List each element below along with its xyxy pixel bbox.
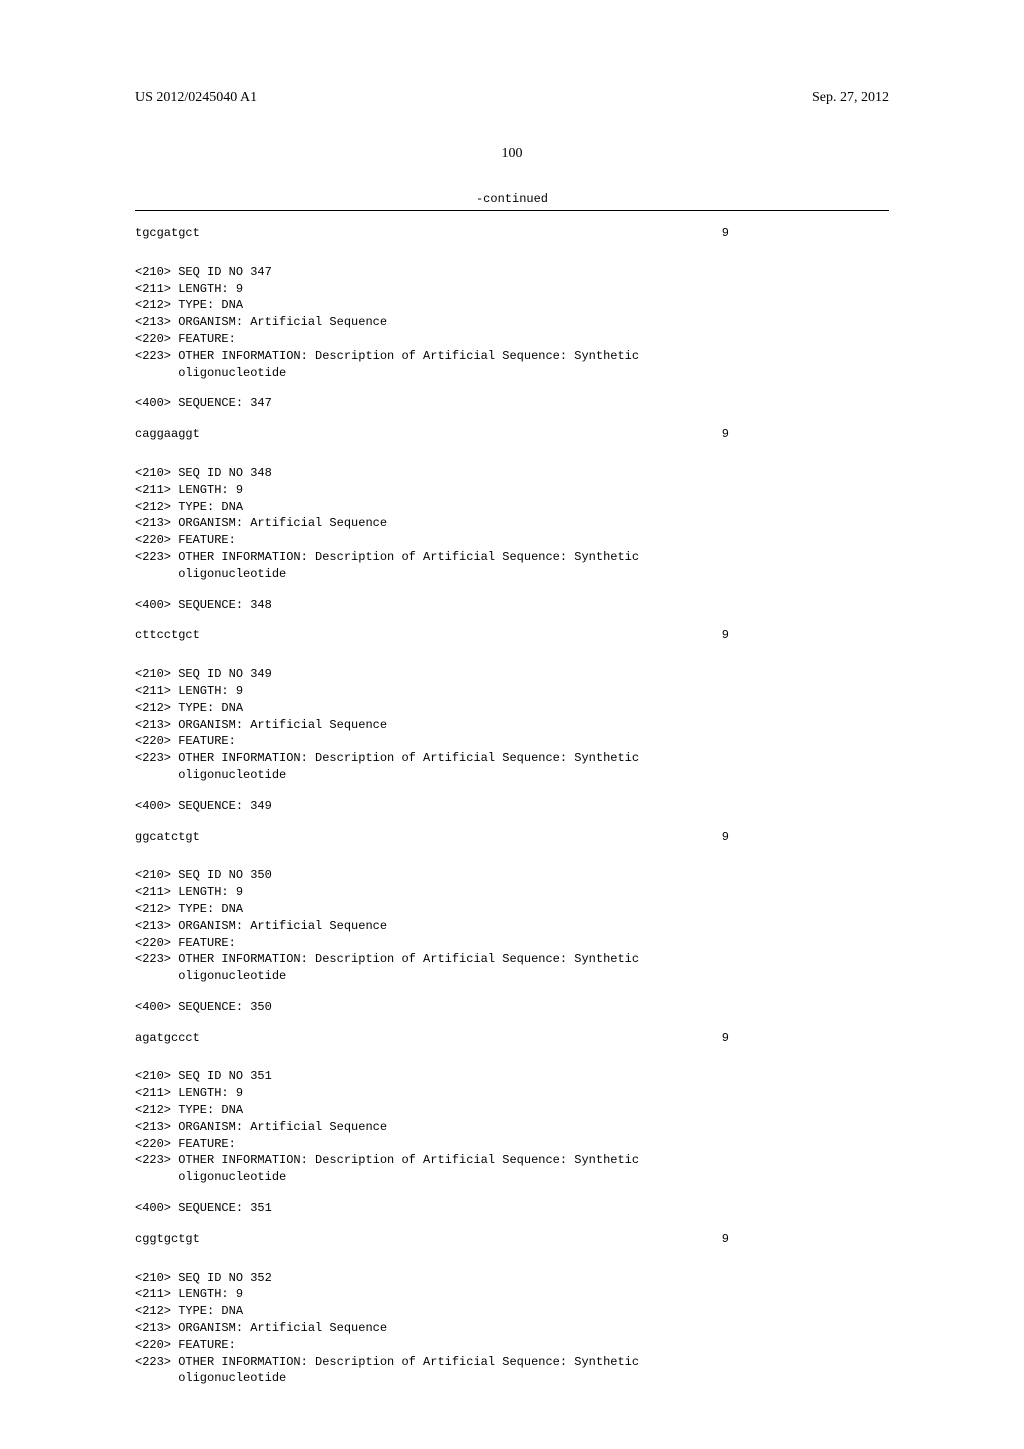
sequence-entry-348: <210> SEQ ID NO 348 <211> LENGTH: 9 <212… [135, 465, 889, 644]
seq-feature-line: <220> FEATURE: [135, 331, 889, 348]
blank-line [135, 815, 889, 829]
seq-type-line: <212> TYPE: DNA [135, 700, 889, 717]
seq-organism-line: <213> ORGANISM: Artificial Sequence [135, 717, 889, 734]
seq-other1-line: <223> OTHER INFORMATION: Description of … [135, 750, 889, 767]
blank-line [135, 583, 889, 597]
seq-length-line: <211> LENGTH: 9 [135, 281, 889, 298]
blank-line [135, 1186, 889, 1200]
seq-length-line: <211> LENGTH: 9 [135, 1286, 889, 1303]
seq-type-line: <212> TYPE: DNA [135, 499, 889, 516]
sequence-text: ggcatctgt [135, 829, 200, 846]
sequence-entry-349: <210> SEQ ID NO 349 <211> LENGTH: 9 <212… [135, 666, 889, 845]
seq-id-line: <210> SEQ ID NO 350 [135, 867, 889, 884]
seq-feature-line: <220> FEATURE: [135, 532, 889, 549]
seq-feature-line: <220> FEATURE: [135, 733, 889, 750]
sequence-length: 9 [722, 426, 729, 443]
page-container: US 2012/0245040 A1 Sep. 27, 2012 100 -co… [0, 0, 1024, 1449]
seq-length-line: <211> LENGTH: 9 [135, 482, 889, 499]
seq-other2-line: oligonucleotide [135, 566, 889, 583]
seq-organism-line: <213> ORGANISM: Artificial Sequence [135, 918, 889, 935]
seq-organism-line: <213> ORGANISM: Artificial Sequence [135, 515, 889, 532]
page-number: 100 [135, 146, 889, 162]
sequence-entry-347: <210> SEQ ID NO 347 <211> LENGTH: 9 <212… [135, 264, 889, 443]
seq-type-line: <212> TYPE: DNA [135, 297, 889, 314]
blank-line [135, 985, 889, 999]
sequence-length: 9 [722, 225, 729, 242]
seq-other1-line: <223> OTHER INFORMATION: Description of … [135, 549, 889, 566]
seq-id-line: <210> SEQ ID NO 352 [135, 1270, 889, 1287]
sequence-text: cttcctgct [135, 627, 200, 644]
blank-line [135, 381, 889, 395]
seq-organism-line: <213> ORGANISM: Artificial Sequence [135, 1320, 889, 1337]
seq-id-line: <210> SEQ ID NO 349 [135, 666, 889, 683]
sequence-entry-350: <210> SEQ ID NO 350 <211> LENGTH: 9 <212… [135, 867, 889, 1046]
sequence-entry-352: <210> SEQ ID NO 352 <211> LENGTH: 9 <212… [135, 1270, 889, 1388]
sequence-entry-351: <210> SEQ ID NO 351 <211> LENGTH: 9 <212… [135, 1068, 889, 1247]
blank-line [135, 613, 889, 627]
sequence-length: 9 [722, 1231, 729, 1248]
divider-line [135, 210, 889, 211]
seq-feature-line: <220> FEATURE: [135, 935, 889, 952]
blank-line [135, 784, 889, 798]
seq-type-line: <212> TYPE: DNA [135, 1303, 889, 1320]
blank-line [135, 1016, 889, 1030]
seq-other1-line: <223> OTHER INFORMATION: Description of … [135, 1152, 889, 1169]
sequence-length: 9 [722, 1030, 729, 1047]
blank-line [135, 1217, 889, 1231]
seq-other2-line: oligonucleotide [135, 1370, 889, 1387]
page-header: US 2012/0245040 A1 Sep. 27, 2012 [135, 90, 889, 106]
sequence-text: cggtgctgt [135, 1231, 200, 1248]
seq-type-line: <212> TYPE: DNA [135, 1102, 889, 1119]
seq-label-line: <400> SEQUENCE: 351 [135, 1200, 889, 1217]
seq-id-line: <210> SEQ ID NO 348 [135, 465, 889, 482]
publication-number: US 2012/0245040 A1 [135, 90, 257, 106]
seq-other2-line: oligonucleotide [135, 365, 889, 382]
seq-other1-line: <223> OTHER INFORMATION: Description of … [135, 348, 889, 365]
blank-line [135, 412, 889, 426]
seq-label-line: <400> SEQUENCE: 349 [135, 798, 889, 815]
seq-feature-line: <220> FEATURE: [135, 1136, 889, 1153]
sequence-text: tgcgatgct [135, 225, 200, 242]
publication-date: Sep. 27, 2012 [812, 90, 889, 106]
sequence-text: agatgccct [135, 1030, 200, 1047]
seq-length-line: <211> LENGTH: 9 [135, 683, 889, 700]
seq-length-line: <211> LENGTH: 9 [135, 1085, 889, 1102]
seq-length-line: <211> LENGTH: 9 [135, 884, 889, 901]
sequence-text: caggaaggt [135, 426, 200, 443]
seq-label-line: <400> SEQUENCE: 348 [135, 597, 889, 614]
seq-organism-line: <213> ORGANISM: Artificial Sequence [135, 314, 889, 331]
sequence-length: 9 [722, 829, 729, 846]
continued-label: -continued [135, 192, 889, 206]
seq-id-line: <210> SEQ ID NO 351 [135, 1068, 889, 1085]
seq-other2-line: oligonucleotide [135, 767, 889, 784]
seq-other1-line: <223> OTHER INFORMATION: Description of … [135, 1354, 889, 1371]
seq-other2-line: oligonucleotide [135, 1169, 889, 1186]
seq-type-line: <212> TYPE: DNA [135, 901, 889, 918]
seq-feature-line: <220> FEATURE: [135, 1337, 889, 1354]
sequence-carryover: tgcgatgct 9 [135, 225, 889, 242]
seq-other1-line: <223> OTHER INFORMATION: Description of … [135, 951, 889, 968]
seq-id-line: <210> SEQ ID NO 347 [135, 264, 889, 281]
sequence-length: 9 [722, 627, 729, 644]
seq-organism-line: <213> ORGANISM: Artificial Sequence [135, 1119, 889, 1136]
seq-label-line: <400> SEQUENCE: 350 [135, 999, 889, 1016]
seq-other2-line: oligonucleotide [135, 968, 889, 985]
seq-label-line: <400> SEQUENCE: 347 [135, 395, 889, 412]
